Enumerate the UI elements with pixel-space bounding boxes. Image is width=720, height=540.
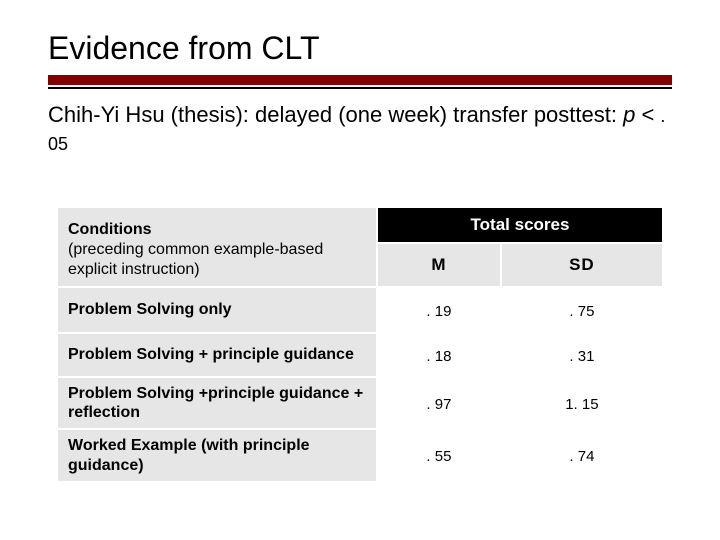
title-rule-thick — [48, 75, 672, 85]
row-label-1: Problem Solving + principle guidance — [57, 333, 377, 377]
row-label-0: Problem Solving only — [57, 287, 377, 333]
val-m-0: . 19 — [426, 303, 451, 320]
header-m: M — [377, 243, 501, 287]
header-total-scores: Total scores — [377, 207, 663, 243]
header-conditions: Conditions (preceding common example-bas… — [57, 207, 377, 287]
val-sd-3: . 74 — [569, 448, 594, 465]
val-m-1: . 18 — [426, 348, 451, 365]
cell-sd-3: . 74 — [501, 429, 663, 481]
header-conditions-sub: (preceding common example-based explicit… — [68, 240, 366, 280]
cell-sd-1: . 31 — [501, 333, 663, 377]
subtitle-p: p — [623, 102, 635, 127]
row-label-2: Problem Solving +principle guidance + re… — [57, 377, 377, 429]
header-conditions-bold: Conditions — [68, 221, 152, 238]
val-sd-1: . 31 — [569, 348, 594, 365]
val-m-3: . 55 — [426, 448, 451, 465]
cell-sd-0: . 75 — [501, 287, 663, 333]
cell-sd-2: 1. 15 — [501, 377, 663, 429]
subtitle: Chih-Yi Hsu (thesis): delayed (one week)… — [0, 89, 720, 156]
slide-title: Evidence from CLT — [0, 0, 720, 75]
cell-m-1: . 18 — [377, 333, 501, 377]
subtitle-lt: < — [635, 102, 660, 127]
cell-m-0: . 19 — [377, 287, 501, 333]
subtitle-text: Chih-Yi Hsu (thesis): delayed (one week)… — [48, 102, 623, 127]
header-sd: SD — [501, 243, 663, 287]
row-label-3: Worked Example (with principle guidance) — [57, 429, 377, 481]
val-m-2: . 97 — [426, 396, 451, 413]
results-table: Conditions (preceding common example-bas… — [56, 206, 664, 483]
val-sd-2: 1. 15 — [565, 396, 598, 413]
val-sd-0: . 75 — [569, 303, 594, 320]
cell-m-2: . 97 — [377, 377, 501, 429]
cell-m-3: . 55 — [377, 429, 501, 481]
